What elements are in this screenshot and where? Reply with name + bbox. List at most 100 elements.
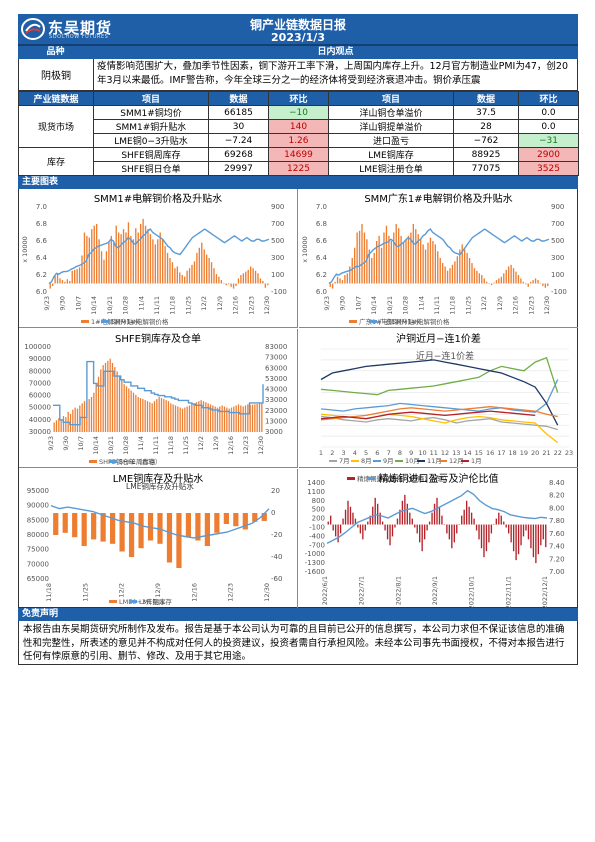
y-tick-label: 80000 (27, 531, 49, 539)
table-row: LME铜0−3升贴水 −7.24 1.26 进口盈亏 −762 −31 (19, 133, 579, 148)
chart-bar (456, 524, 458, 534)
y2-tick-label: 100 (551, 271, 564, 279)
chart-bar (177, 406, 179, 432)
chart-bar (267, 283, 269, 286)
chart-bar (181, 408, 184, 432)
y2-tick-label: 73000 (265, 354, 287, 362)
chart-bar (344, 275, 346, 284)
y-tick-label: -700 (309, 541, 325, 549)
x-tick-label: 11/25 (81, 583, 89, 602)
y2-tick-label: -100 (271, 288, 287, 296)
chart-bar (441, 263, 444, 284)
chart-bar (137, 396, 139, 432)
chart-bar (363, 232, 366, 284)
chart-bar (62, 416, 65, 432)
chart-bar (380, 247, 383, 284)
chart-bar (245, 271, 247, 284)
chart-bar (125, 232, 127, 284)
chart-bar (356, 232, 358, 284)
x-tick-label: 12/9 (216, 296, 224, 311)
chart-bar (461, 244, 463, 284)
item-cell: SMM1#铜升贴水 (93, 119, 209, 134)
chart-bar (446, 270, 449, 284)
y-tick-label: 90000 (29, 355, 51, 363)
chart-bar (385, 225, 388, 284)
y2-tick-label: 8.00 (549, 504, 565, 512)
chart-bar (527, 283, 529, 287)
y2-tick-label: 53000 (265, 375, 287, 383)
daily-view-text: 疫情影响范围扩大，叠加季节性因素，铜下游开工率下滑，上周国内库存上升。12月官方… (97, 61, 568, 86)
chart-lme-stock: LME铜库存及升贴水 95000 90000 85000 80000 75000 7000… (19, 469, 298, 608)
legend-swatch (369, 320, 377, 323)
chart-bar (53, 422, 55, 432)
chart-bar (525, 524, 527, 531)
chart-bar (165, 400, 167, 432)
x-tick-label: 12/2 (200, 296, 208, 311)
x-tick-label: 10/28 (122, 296, 130, 315)
chart-bar (490, 524, 493, 534)
chart-bar (73, 269, 76, 284)
chart-bar (367, 521, 369, 525)
chart-bar (100, 251, 103, 284)
x-tick-label: 11/18 (169, 296, 177, 315)
chart-bar (407, 235, 410, 284)
y2-tick-label: 13000 (265, 417, 287, 425)
legend-label: 12月 (449, 457, 464, 465)
chart-bar (459, 249, 461, 284)
legend-label: 10月 (405, 457, 420, 465)
chart-bar (195, 513, 201, 541)
chart-bar (216, 407, 219, 432)
change-cell: 0.0 (518, 105, 579, 120)
y2-tick-label: 8.20 (549, 492, 565, 500)
chart-bar (226, 407, 228, 432)
chart-bar (388, 235, 390, 284)
report-date: 2023/1/3 (271, 31, 325, 44)
chart-bar (114, 367, 116, 432)
chart-bar (433, 503, 436, 525)
x-tick-label: 10/21 (106, 296, 114, 315)
chart-bar (517, 524, 520, 555)
chart-bar (69, 280, 71, 284)
chart-bar (83, 232, 86, 284)
y2-tick-label: 8.40 (549, 479, 565, 487)
legend-swatch (109, 600, 117, 603)
chart-bar (437, 251, 439, 284)
chart-bar (72, 513, 78, 538)
chart-bar (237, 278, 240, 284)
x-tick-label: 12 (441, 449, 449, 457)
chart-bar (500, 276, 503, 284)
y2-tick-label: -40 (271, 553, 282, 561)
chart-bar (390, 241, 393, 284)
chart-bar (119, 513, 125, 552)
chart-bar (127, 222, 130, 284)
x-tick-label: 23 (565, 449, 573, 457)
legend-swatch (101, 320, 109, 323)
chart-bar (475, 524, 478, 531)
chart-bar (115, 225, 117, 284)
value-cell: −762 (453, 133, 519, 148)
chart-bar (207, 403, 209, 432)
y-tick-label: 80000 (29, 367, 51, 375)
legend-label: 9月 (383, 457, 394, 465)
x-tick-label: 6 (375, 449, 379, 457)
chart-bar (498, 512, 500, 525)
chart-bar (495, 280, 498, 284)
chart-bar (214, 406, 216, 432)
chart-bar (508, 524, 510, 534)
chart-bar (219, 406, 221, 432)
chart-bar (188, 405, 191, 432)
chart-bar (416, 524, 418, 534)
x-tick-label: 10/7 (77, 436, 85, 451)
y2-tick-label: 3000 (265, 428, 283, 436)
legend-label: 8月 (361, 457, 372, 465)
chart-bar (451, 524, 453, 549)
chart-bar (110, 235, 113, 284)
chart-bar (120, 234, 122, 284)
chart-bar (527, 524, 530, 540)
chart-bar (171, 262, 174, 284)
y2-tick-label: 20 (271, 487, 280, 495)
chart-bar (258, 403, 261, 432)
x-tick-label: 12/9 (496, 296, 504, 311)
chart-bar (174, 405, 177, 432)
chart-bar (220, 280, 223, 284)
